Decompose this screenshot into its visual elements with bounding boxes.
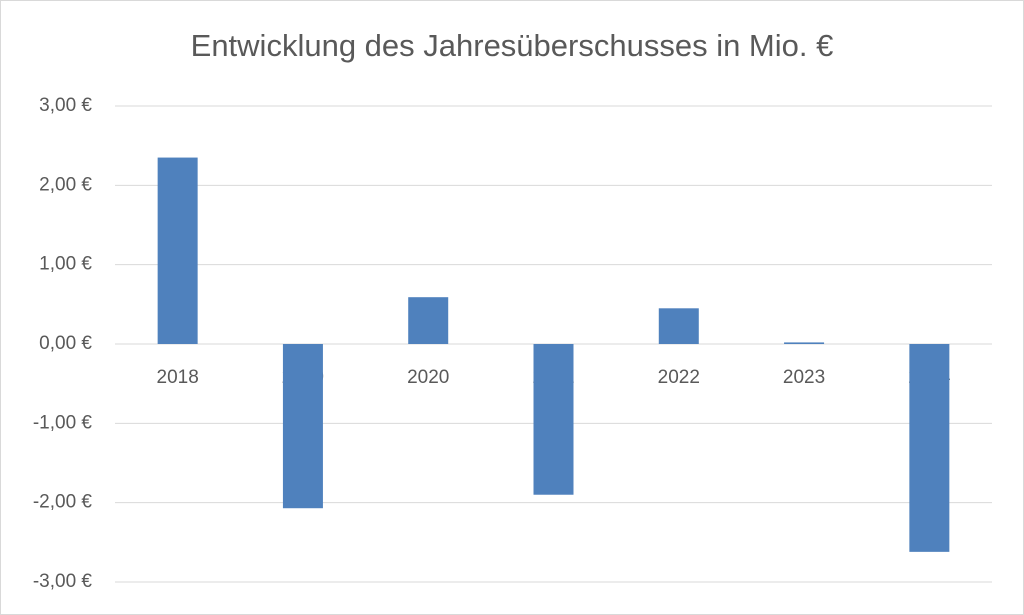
y-tick-label: -3,00 € (33, 571, 93, 592)
y-tick-label: 1,00 € (39, 254, 92, 275)
x-tick-label: 2018 (157, 367, 199, 388)
x-tick-label: 2022 (658, 367, 700, 388)
chart-title: Entwicklung des Jahresüberschusses in Mi… (191, 28, 834, 63)
y-tick-label: 3,00 € (39, 95, 92, 116)
y-tick-label: -2,00 € (33, 492, 93, 513)
bar (157, 157, 198, 344)
x-tick-label: 2020 (407, 367, 449, 388)
bar (408, 297, 449, 344)
y-tick-label: -1,00 € (33, 412, 93, 433)
bar (282, 344, 323, 509)
y-tick-label: 2,00 € (39, 174, 92, 195)
bar (658, 308, 699, 344)
x-tick-label: 2023 (783, 367, 825, 388)
bar (533, 344, 574, 495)
bar (909, 344, 950, 552)
y-tick-label: 0,00 € (39, 333, 92, 354)
bar (784, 342, 825, 344)
